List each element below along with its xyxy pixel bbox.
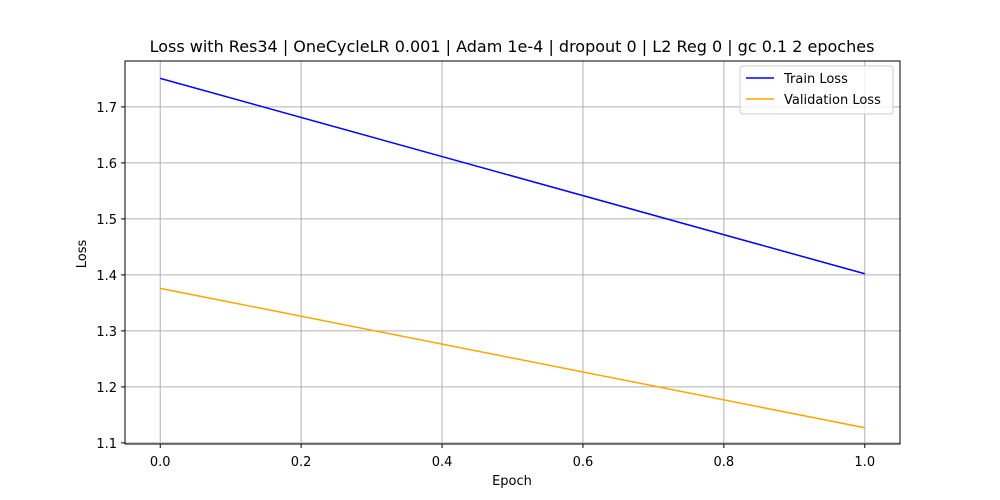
y-axis-ticks: 1.1 1.2 1.3 1.4 1.5 1.6 1.7 — [96, 101, 125, 452]
x-tick-label: 0.8 — [714, 455, 735, 470]
y-tick-label: 1.5 — [96, 213, 117, 228]
x-tick-label: 0.6 — [573, 455, 594, 470]
x-axis-label: Epoch — [492, 474, 532, 489]
x-tick-label: 0.2 — [291, 455, 312, 470]
legend-label: Train Loss — [783, 72, 848, 87]
legend: Train Loss Validation Loss — [739, 65, 894, 115]
y-tick-label: 1.6 — [96, 157, 117, 172]
y-tick-label: 1.3 — [96, 325, 117, 340]
y-tick-label: 1.2 — [96, 381, 117, 396]
x-tick-label: 1.0 — [854, 455, 875, 470]
legend-label: Validation Loss — [784, 93, 881, 108]
x-tick-label: 0.4 — [432, 455, 453, 470]
y-tick-label: 1.1 — [96, 437, 117, 452]
x-tick-label: 0.0 — [150, 455, 171, 470]
y-tick-label: 1.7 — [96, 101, 117, 116]
legend-box — [739, 65, 894, 115]
y-axis-label: Loss — [75, 240, 90, 269]
series-line-0 — [160, 77, 865, 275]
grid-lines — [125, 61, 900, 444]
chart-title: Loss with Res34 | OneCycleLR 0.001 | Ada… — [150, 37, 875, 56]
y-tick-label: 1.4 — [96, 269, 117, 284]
series-line-1 — [160, 287, 865, 429]
x-axis-ticks: 0.0 0.2 0.4 0.6 0.8 1.0 — [150, 444, 875, 470]
plot-frame — [124, 60, 901, 445]
plot-series — [160, 77, 865, 429]
